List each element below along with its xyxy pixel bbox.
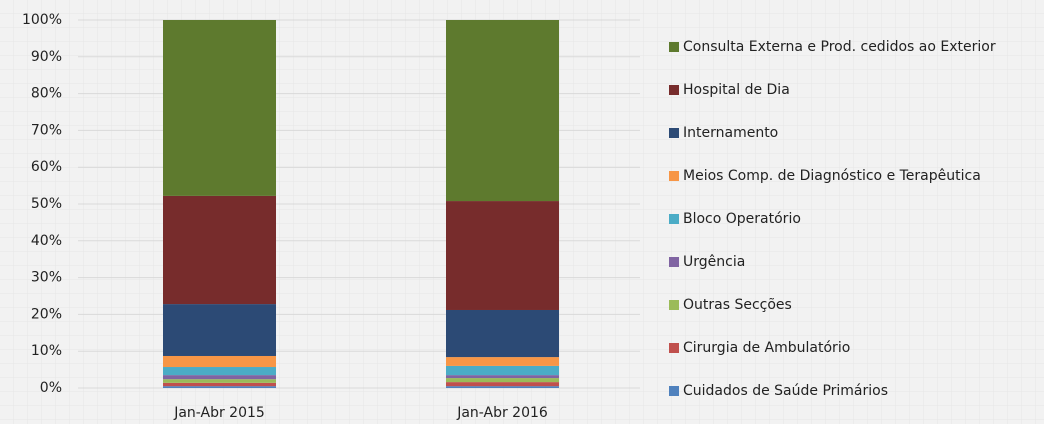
bar-segment bbox=[163, 367, 276, 376]
legend-label: Internamento bbox=[683, 125, 778, 141]
bar-segment bbox=[163, 355, 276, 368]
bar-segment bbox=[163, 382, 276, 387]
bar-segment bbox=[446, 378, 559, 383]
legend-swatch bbox=[669, 42, 679, 52]
bar-segment bbox=[163, 375, 276, 380]
legend-swatch bbox=[669, 300, 679, 310]
x-tick-label: Jan-Abr 2016 bbox=[456, 405, 548, 421]
y-tick-label: 90% bbox=[31, 49, 62, 65]
bar-segment bbox=[446, 357, 559, 366]
legend-label: Meios Comp. de Diagnóstico e Terapêutica bbox=[683, 168, 981, 184]
bar-segment bbox=[446, 386, 559, 388]
legend-label: Outras Secções bbox=[683, 297, 792, 313]
legend-swatch bbox=[669, 171, 679, 181]
bar-segment bbox=[446, 20, 559, 202]
y-tick-label: 60% bbox=[31, 159, 62, 175]
legend-label: Cuidados de Saúde Primários bbox=[683, 383, 888, 399]
y-tick-label: 30% bbox=[31, 270, 62, 286]
legend-swatch bbox=[669, 128, 679, 138]
y-tick-label: 40% bbox=[31, 233, 62, 249]
legend-swatch bbox=[669, 257, 679, 267]
y-tick-label: 50% bbox=[31, 196, 62, 212]
legend-swatch bbox=[669, 343, 679, 353]
legend-label: Consulta Externa e Prod. cedidos ao Exte… bbox=[683, 39, 996, 55]
bar-segment bbox=[163, 386, 276, 388]
y-tick-label: 80% bbox=[31, 86, 62, 102]
bar-segment bbox=[446, 365, 559, 376]
legend-swatch bbox=[669, 85, 679, 95]
legend-label: Cirurgia de Ambulatório bbox=[683, 340, 850, 356]
legend-label: Bloco Operatório bbox=[683, 211, 801, 227]
y-tick-label: 20% bbox=[31, 306, 62, 322]
bar-segment bbox=[163, 20, 276, 196]
bar-segment bbox=[163, 195, 276, 305]
x-tick-label: Jan-Abr 2015 bbox=[173, 405, 265, 421]
legend-swatch bbox=[669, 214, 679, 224]
y-tick-label: 10% bbox=[31, 343, 62, 359]
y-tick-label: 70% bbox=[31, 122, 62, 138]
bar-segment bbox=[163, 304, 276, 356]
y-tick-label: 0% bbox=[40, 380, 62, 396]
legend-label: Hospital de Dia bbox=[683, 82, 790, 98]
legend-swatch bbox=[669, 386, 679, 396]
bar-segment bbox=[446, 309, 559, 358]
bar-segment bbox=[446, 375, 559, 379]
bar-segment bbox=[446, 382, 559, 387]
legend-label: Urgência bbox=[683, 254, 745, 270]
bar-segment bbox=[163, 379, 276, 383]
y-tick-label: 100% bbox=[22, 12, 62, 28]
bar-segment bbox=[446, 201, 559, 310]
